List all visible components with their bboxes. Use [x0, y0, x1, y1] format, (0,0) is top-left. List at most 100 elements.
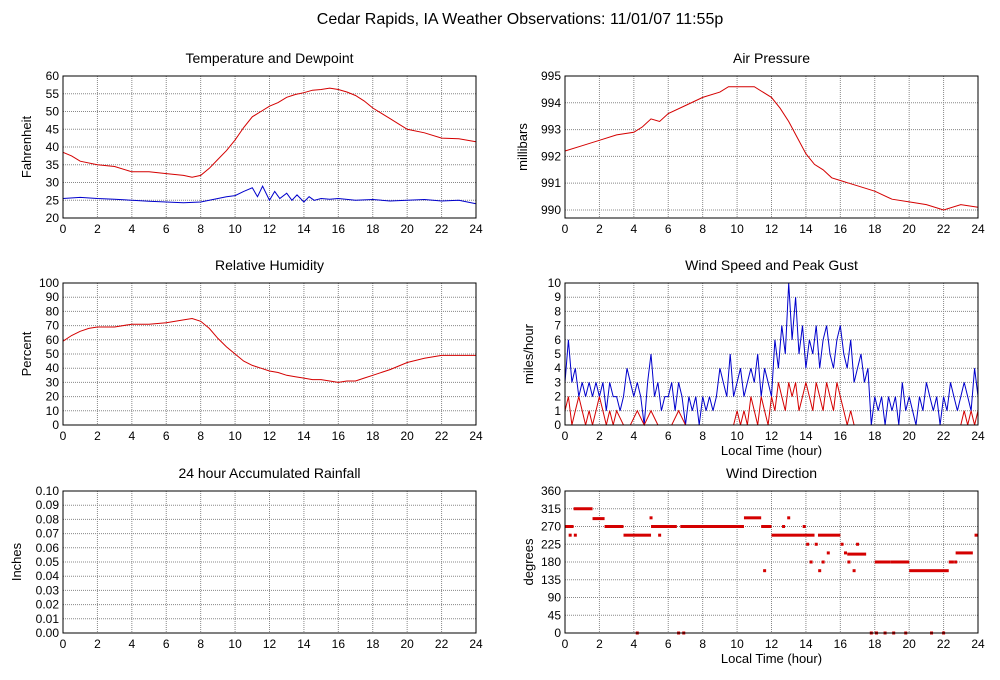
y-tick-label: 50: [46, 105, 60, 119]
x-tick-label: 8: [197, 429, 204, 443]
x-tick-label: 18: [366, 429, 380, 443]
y-tick-label: 40: [46, 140, 60, 154]
direction-point: [856, 542, 860, 546]
x-tick-label: 20: [400, 429, 414, 443]
x-tick-label: 10: [730, 222, 744, 236]
x-tick-label: 22: [937, 637, 951, 651]
y-axis-label: millibars: [515, 123, 530, 171]
x-tick-label: 18: [366, 222, 380, 236]
x-tick-label: 0: [60, 222, 67, 236]
direction-run: [761, 525, 772, 528]
x-tick-label: 6: [665, 429, 672, 443]
y-tick-label: 270: [541, 520, 561, 534]
y-tick-label: 60: [46, 69, 60, 83]
x-tick-label: 16: [834, 222, 848, 236]
direction-point: [763, 569, 767, 573]
x-tick-label: 14: [297, 222, 311, 236]
direction-point: [658, 533, 662, 537]
x-tick-label: 20: [902, 429, 916, 443]
x-tick-label: 12: [765, 637, 779, 651]
y-tick-label: 0.09: [36, 498, 60, 512]
x-tick-label: 2: [94, 429, 101, 443]
y-tick-label: 315: [541, 502, 561, 516]
direction-point: [787, 516, 791, 520]
direction-run: [802, 533, 815, 537]
x-tick-label: 12: [765, 429, 779, 443]
direction-run: [565, 525, 574, 528]
y-tick-label: 30: [46, 176, 60, 190]
x-tick-label: 4: [630, 429, 637, 443]
x-tick-label: 2: [596, 222, 603, 236]
x-tick-label: 10: [228, 222, 242, 236]
y-tick-label: 991: [541, 176, 561, 190]
chart-title: Air Pressure: [733, 50, 810, 66]
x-tick-label: 8: [699, 222, 706, 236]
y-axis-label: miles/hour: [521, 323, 536, 384]
x-tick-label: 12: [263, 637, 277, 651]
plot-frame: [564, 490, 979, 634]
y-tick-label: 35: [46, 158, 60, 172]
x-tick-label: 0: [562, 222, 569, 236]
x-tick-label: 6: [163, 222, 170, 236]
y-tick-label: 25: [46, 193, 60, 207]
x-tick-label: 10: [228, 637, 242, 651]
y-axis-label: degrees: [521, 538, 536, 585]
y-tick-label: 0.06: [36, 541, 60, 555]
y-tick-label: 50: [46, 347, 60, 361]
x-tick-label: 24: [971, 637, 985, 651]
x-tick-label: 16: [332, 637, 346, 651]
y-tick-label: 3: [554, 375, 561, 389]
plot-frame: [564, 75, 979, 219]
y-tick-label: 0.05: [36, 555, 60, 569]
direction-run: [890, 560, 910, 564]
x-tick-label: 24: [469, 637, 483, 651]
x-tick-label: 0: [60, 429, 67, 443]
x-tick-label: 8: [699, 429, 706, 443]
y-tick-label: 0.00: [36, 626, 60, 640]
x-tick-label: 24: [469, 429, 483, 443]
direction-run: [948, 560, 954, 564]
direction-run: [651, 525, 677, 528]
x-tick-label: 20: [902, 222, 916, 236]
y-tick-label: 0.04: [36, 569, 60, 583]
x-axis-label: Local Time (hour): [721, 443, 822, 458]
direction-run: [771, 533, 803, 537]
plot-frame: [62, 282, 477, 426]
y-tick-label: 80: [46, 304, 60, 318]
x-tick-label: 10: [730, 637, 744, 651]
x-tick-label: 0: [562, 637, 569, 651]
y-axis-label: Inches: [9, 542, 24, 581]
x-tick-label: 14: [799, 637, 813, 651]
y-tick-label: 990: [541, 203, 561, 217]
x-tick-label: 22: [435, 429, 449, 443]
y-tick-label: 7: [554, 319, 561, 333]
direction-point: [826, 551, 830, 555]
x-tick-label: 14: [297, 637, 311, 651]
x-tick-label: 4: [630, 637, 637, 651]
x-tick-label: 0: [60, 637, 67, 651]
series-line: [564, 86, 979, 211]
y-tick-label: 40: [46, 361, 60, 375]
y-tick-label: 0: [52, 418, 59, 432]
y-tick-label: 180: [541, 555, 561, 569]
series-line: [62, 317, 476, 383]
y-tick-label: 90: [548, 591, 562, 605]
x-tick-label: 14: [799, 222, 813, 236]
y-tick-label: 0.08: [36, 512, 60, 526]
direction-run: [974, 533, 978, 537]
chart-title: Wind Speed and Peak Gust: [685, 257, 858, 273]
x-tick-label: 8: [699, 637, 706, 651]
y-tick-label: 1: [554, 404, 561, 418]
direction-point: [821, 560, 825, 564]
chart-title: Relative Humidity: [215, 257, 324, 273]
direction-run: [680, 525, 744, 528]
y-tick-label: 0.07: [36, 527, 60, 541]
x-tick-label: 22: [435, 222, 449, 236]
direction-point: [954, 560, 958, 564]
y-tick-label: 90: [46, 290, 60, 304]
y-tick-label: 0.02: [36, 598, 60, 612]
x-tick-label: 6: [665, 222, 672, 236]
x-tick-label: 14: [799, 429, 813, 443]
chart-title: 24 hour Accumulated Rainfall: [178, 465, 360, 481]
